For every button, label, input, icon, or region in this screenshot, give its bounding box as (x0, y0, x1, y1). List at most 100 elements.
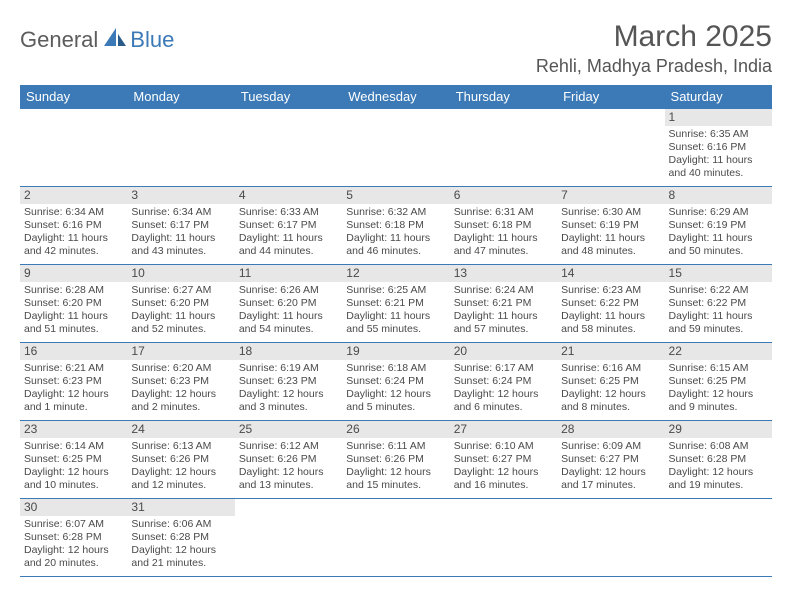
day-number: 7 (557, 187, 664, 204)
day-number: 25 (235, 421, 342, 438)
sunset-text: Sunset: 6:27 PM (561, 453, 660, 466)
sunrise-text: Sunrise: 6:34 AM (24, 206, 123, 219)
daylight-text: Daylight: 12 hours and 5 minutes. (346, 388, 445, 414)
sunrise-text: Sunrise: 6:08 AM (669, 440, 768, 453)
sunrise-text: Sunrise: 6:20 AM (131, 362, 230, 375)
calendar-day-cell: 18Sunrise: 6:19 AMSunset: 6:23 PMDayligh… (235, 343, 342, 421)
sunset-text: Sunset: 6:17 PM (131, 219, 230, 232)
sunrise-text: Sunrise: 6:13 AM (131, 440, 230, 453)
daylight-text: Daylight: 11 hours and 47 minutes. (454, 232, 553, 258)
calendar-day-cell: 19Sunrise: 6:18 AMSunset: 6:24 PMDayligh… (342, 343, 449, 421)
day-number (557, 499, 664, 501)
sunrise-text: Sunrise: 6:25 AM (346, 284, 445, 297)
day-number: 5 (342, 187, 449, 204)
sunset-text: Sunset: 6:16 PM (24, 219, 123, 232)
sunset-text: Sunset: 6:24 PM (346, 375, 445, 388)
daylight-text: Daylight: 11 hours and 46 minutes. (346, 232, 445, 258)
sunrise-text: Sunrise: 6:23 AM (561, 284, 660, 297)
day-number: 3 (127, 187, 234, 204)
day-number: 19 (342, 343, 449, 360)
calendar-day-cell (342, 109, 449, 187)
day-number: 23 (20, 421, 127, 438)
day-number: 13 (450, 265, 557, 282)
daylight-text: Daylight: 11 hours and 52 minutes. (131, 310, 230, 336)
daylight-text: Daylight: 12 hours and 15 minutes. (346, 466, 445, 492)
calendar-day-cell (342, 499, 449, 577)
sunrise-text: Sunrise: 6:14 AM (24, 440, 123, 453)
daylight-text: Daylight: 12 hours and 9 minutes. (669, 388, 768, 414)
sunrise-text: Sunrise: 6:26 AM (239, 284, 338, 297)
daylight-text: Daylight: 11 hours and 43 minutes. (131, 232, 230, 258)
sunset-text: Sunset: 6:20 PM (131, 297, 230, 310)
day-number: 9 (20, 265, 127, 282)
daylight-text: Daylight: 12 hours and 21 minutes. (131, 544, 230, 570)
calendar-week-row: 9Sunrise: 6:28 AMSunset: 6:20 PMDaylight… (20, 265, 772, 343)
sunset-text: Sunset: 6:19 PM (669, 219, 768, 232)
daylight-text: Daylight: 11 hours and 40 minutes. (669, 154, 768, 180)
header: General Blue March 2025 Rehli, Madhya Pr… (20, 20, 772, 77)
sunset-text: Sunset: 6:21 PM (454, 297, 553, 310)
sunset-text: Sunset: 6:26 PM (346, 453, 445, 466)
calendar-day-cell: 3Sunrise: 6:34 AMSunset: 6:17 PMDaylight… (127, 187, 234, 265)
weekday-header: Friday (557, 85, 664, 109)
sunset-text: Sunset: 6:26 PM (239, 453, 338, 466)
sunset-text: Sunset: 6:28 PM (131, 531, 230, 544)
day-number: 18 (235, 343, 342, 360)
calendar-day-cell: 27Sunrise: 6:10 AMSunset: 6:27 PMDayligh… (450, 421, 557, 499)
daylight-text: Daylight: 11 hours and 50 minutes. (669, 232, 768, 258)
calendar-day-cell: 1Sunrise: 6:35 AMSunset: 6:16 PMDaylight… (665, 109, 772, 187)
day-number (127, 109, 234, 111)
calendar-day-cell: 23 Sunrise: 6:14 AMSunset: 6:25 PMDayligh… (20, 421, 127, 499)
daylight-text: Daylight: 11 hours and 51 minutes. (24, 310, 123, 336)
daylight-text: Daylight: 12 hours and 6 minutes. (454, 388, 553, 414)
sunset-text: Sunset: 6:16 PM (669, 141, 768, 154)
daylight-text: Daylight: 12 hours and 10 minutes. (24, 466, 123, 492)
sunrise-text: Sunrise: 6:22 AM (669, 284, 768, 297)
day-number (450, 109, 557, 111)
daylight-text: Daylight: 11 hours and 59 minutes. (669, 310, 768, 336)
calendar-day-cell: 25Sunrise: 6:12 AMSunset: 6:26 PMDayligh… (235, 421, 342, 499)
daylight-text: Daylight: 11 hours and 44 minutes. (239, 232, 338, 258)
sunrise-text: Sunrise: 6:12 AM (239, 440, 338, 453)
calendar-day-cell (557, 109, 664, 187)
day-number (235, 109, 342, 111)
sunset-text: Sunset: 6:23 PM (24, 375, 123, 388)
calendar-day-cell: 2Sunrise: 6:34 AMSunset: 6:16 PMDaylight… (20, 187, 127, 265)
daylight-text: Daylight: 12 hours and 16 minutes. (454, 466, 553, 492)
sunset-text: Sunset: 6:24 PM (454, 375, 553, 388)
day-number: 22 (665, 343, 772, 360)
day-number: 21 (557, 343, 664, 360)
calendar-week-row: 2Sunrise: 6:34 AMSunset: 6:16 PMDaylight… (20, 187, 772, 265)
calendar-day-cell: 9Sunrise: 6:28 AMSunset: 6:20 PMDaylight… (20, 265, 127, 343)
day-number: 28 (557, 421, 664, 438)
sunset-text: Sunset: 6:22 PM (669, 297, 768, 310)
day-number: 8 (665, 187, 772, 204)
sunrise-text: Sunrise: 6:16 AM (561, 362, 660, 375)
sunrise-text: Sunrise: 6:19 AM (239, 362, 338, 375)
logo-text-general: General (20, 27, 98, 53)
calendar-week-row: 1Sunrise: 6:35 AMSunset: 6:16 PMDaylight… (20, 109, 772, 187)
weekday-header-row: Sunday Monday Tuesday Wednesday Thursday… (20, 85, 772, 109)
day-number: 12 (342, 265, 449, 282)
calendar-day-cell: 30Sunrise: 6:07 AMSunset: 6:28 PMDayligh… (20, 499, 127, 577)
weekday-header: Saturday (665, 85, 772, 109)
logo-sail-icon (102, 26, 128, 53)
sunrise-text: Sunrise: 6:31 AM (454, 206, 553, 219)
calendar-day-cell: 28Sunrise: 6:09 AMSunset: 6:27 PMDayligh… (557, 421, 664, 499)
weekday-header: Sunday (20, 85, 127, 109)
day-number: 4 (235, 187, 342, 204)
day-number: 27 (450, 421, 557, 438)
calendar-day-cell: 8Sunrise: 6:29 AMSunset: 6:19 PMDaylight… (665, 187, 772, 265)
daylight-text: Daylight: 12 hours and 17 minutes. (561, 466, 660, 492)
calendar-day-cell: 10Sunrise: 6:27 AMSunset: 6:20 PMDayligh… (127, 265, 234, 343)
calendar-day-cell: 15Sunrise: 6:22 AMSunset: 6:22 PMDayligh… (665, 265, 772, 343)
sunset-text: Sunset: 6:23 PM (131, 375, 230, 388)
calendar-day-cell: 22Sunrise: 6:15 AMSunset: 6:25 PMDayligh… (665, 343, 772, 421)
daylight-text: Daylight: 11 hours and 58 minutes. (561, 310, 660, 336)
location-subtitle: Rehli, Madhya Pradesh, India (536, 56, 772, 77)
daylight-text: Daylight: 11 hours and 42 minutes. (24, 232, 123, 258)
calendar-day-cell: 21Sunrise: 6:16 AMSunset: 6:25 PMDayligh… (557, 343, 664, 421)
day-number (20, 109, 127, 111)
day-number (342, 499, 449, 501)
sunset-text: Sunset: 6:25 PM (24, 453, 123, 466)
